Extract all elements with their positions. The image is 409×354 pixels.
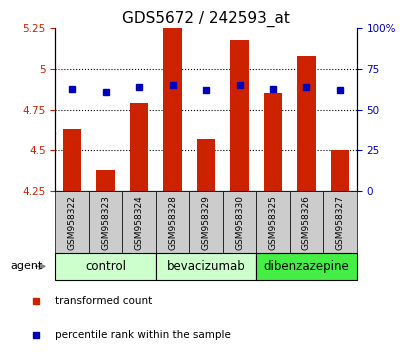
Bar [130,103,148,191]
Bar [222,191,256,253]
Text: GSM958323: GSM958323 [101,195,110,250]
Text: GSM958329: GSM958329 [201,195,210,250]
Bar [263,93,281,191]
Text: bevacizumab: bevacizumab [166,260,245,273]
Bar [322,191,356,253]
Bar [55,191,89,253]
Text: GSM958325: GSM958325 [268,195,277,250]
Bar [230,40,248,191]
Bar [297,56,315,191]
Bar [256,191,289,253]
Text: GSM958324: GSM958324 [134,195,143,250]
Bar [155,191,189,253]
Bar [122,191,155,253]
Bar [289,191,322,253]
Text: transformed count: transformed count [55,296,152,306]
Text: percentile rank within the sample: percentile rank within the sample [55,330,231,339]
Bar [196,139,215,191]
Text: GSM958328: GSM958328 [168,195,177,250]
Bar [189,191,222,253]
Title: GDS5672 / 242593_at: GDS5672 / 242593_at [122,11,289,27]
Bar [330,150,348,191]
Text: GSM958330: GSM958330 [234,195,243,250]
Text: dibenzazepine: dibenzazepine [263,260,348,273]
Text: control: control [85,260,126,273]
Bar [155,253,256,280]
Text: agent: agent [10,261,43,272]
Text: GSM958322: GSM958322 [67,195,76,250]
Bar [256,253,356,280]
Text: GSM958327: GSM958327 [335,195,344,250]
Bar [163,28,181,191]
Bar [89,191,122,253]
Text: GSM958326: GSM958326 [301,195,310,250]
Bar [63,129,81,191]
Bar [96,170,115,191]
Bar [55,253,155,280]
